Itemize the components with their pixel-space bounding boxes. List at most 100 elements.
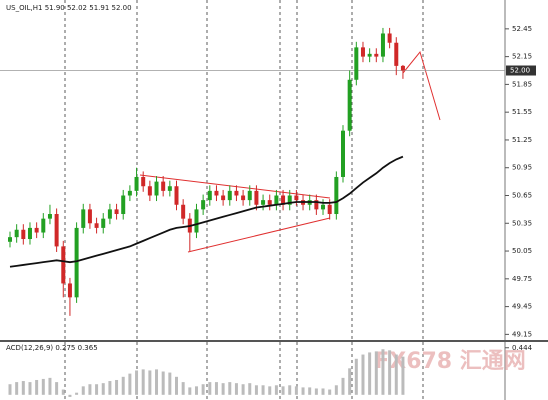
indicator-bar	[188, 387, 192, 395]
candle-body	[141, 176, 146, 187]
candle-body	[360, 47, 365, 57]
candle-body	[81, 209, 86, 228]
indicator-bar	[15, 382, 19, 395]
y-tick-label: 51.85	[512, 80, 532, 88]
candle-body	[387, 33, 392, 43]
indicator-bar	[281, 386, 285, 395]
indicator-bar	[254, 385, 258, 395]
indicator-bar	[121, 376, 125, 395]
candle-body	[267, 200, 272, 205]
projection-line	[402, 50, 441, 121]
candle-body	[261, 200, 266, 205]
indicator-bar	[201, 384, 205, 395]
indicator-bar	[8, 384, 12, 395]
candle-body	[87, 209, 92, 224]
indicator-bar	[294, 386, 298, 395]
indicator-bar	[348, 368, 352, 395]
y-tick-label: 51.55	[512, 108, 532, 116]
candle-body	[347, 79, 352, 131]
indicator-bar	[261, 385, 265, 395]
candle-body	[327, 204, 332, 215]
indicator-bar	[194, 386, 198, 395]
y-tick-label: 49.15	[512, 330, 532, 338]
candle-body	[61, 246, 66, 284]
candle-body	[207, 190, 212, 201]
candle-body	[67, 283, 72, 298]
indicator-bar	[401, 356, 405, 395]
candle-body	[21, 229, 26, 240]
indicator-bar	[314, 388, 318, 395]
candle-body	[287, 195, 292, 205]
indicator-bar	[135, 370, 139, 395]
indicator-bar	[41, 378, 45, 395]
indicator-bar	[141, 369, 145, 395]
candle-body	[341, 130, 345, 177]
y-tick-label: 52.15	[512, 53, 532, 61]
indicator-bar	[354, 358, 358, 395]
y-tick-label: 50.35	[512, 219, 532, 227]
candle-body	[27, 227, 32, 240]
indicator-bar	[115, 379, 119, 395]
indicator-bar	[128, 373, 132, 395]
indicator-bar	[75, 392, 79, 395]
candle-body	[241, 195, 246, 201]
candle-body	[380, 33, 385, 57]
candle-body	[161, 181, 166, 191]
indicator-bar	[241, 384, 245, 395]
indicator-bar	[21, 381, 25, 395]
candle-body	[107, 209, 112, 219]
candle-body	[34, 227, 39, 233]
candle-body	[181, 204, 186, 219]
candle-body	[394, 42, 399, 66]
candle-body	[154, 181, 159, 196]
indicator-bar	[274, 385, 278, 395]
indicator-bar	[55, 382, 59, 395]
indicator-bar	[35, 379, 39, 395]
indicator-bar	[328, 389, 332, 395]
candle-body	[227, 190, 232, 201]
candle-body	[134, 176, 139, 191]
candle-body	[41, 218, 46, 233]
candle-body	[194, 209, 199, 233]
y-tick-label: 49.45	[512, 303, 532, 311]
last-price-box	[506, 65, 536, 76]
indicator-bar	[168, 372, 172, 395]
indicator-bar	[268, 386, 272, 395]
indicator-bar	[48, 377, 52, 395]
y-tick-label: 50.05	[512, 247, 532, 255]
indicator-bar	[108, 381, 112, 395]
candle-body	[114, 209, 119, 215]
candle-body	[334, 176, 339, 215]
y-tick-label: 49.75	[512, 275, 532, 283]
indicator-bar	[374, 351, 378, 395]
indicator-title: ACD(12,26,9) 0.275 0.365	[6, 344, 98, 352]
candle-body	[274, 195, 279, 205]
indicator-bar	[308, 387, 312, 395]
separators	[64, 0, 424, 400]
triangle-pattern	[139, 50, 441, 253]
watermark: FX678 汇通网	[374, 349, 526, 374]
y-tick-label: 50.95	[512, 164, 532, 172]
indicator-bar	[341, 377, 345, 395]
y-tick-label: 50.65	[512, 191, 532, 199]
y-tick-label: 52.45	[512, 25, 532, 33]
candle-body	[367, 53, 372, 57]
candle-body	[121, 195, 126, 215]
trend-line	[139, 174, 331, 199]
candle-body	[294, 195, 299, 201]
candle-body	[247, 190, 252, 201]
indicator-bar	[214, 382, 218, 395]
candle-body	[354, 47, 359, 80]
candle-body	[314, 200, 319, 210]
indicator-bar	[148, 370, 152, 395]
indicator-bar	[228, 382, 232, 395]
indicator-bar	[394, 354, 398, 395]
candle-body	[74, 227, 79, 298]
candle-body	[127, 190, 132, 196]
indicator-bar	[288, 385, 292, 395]
indicator-bar	[181, 382, 185, 395]
indicator-bar	[221, 383, 225, 395]
candle-body	[374, 53, 379, 57]
indicator-bar	[175, 376, 178, 395]
